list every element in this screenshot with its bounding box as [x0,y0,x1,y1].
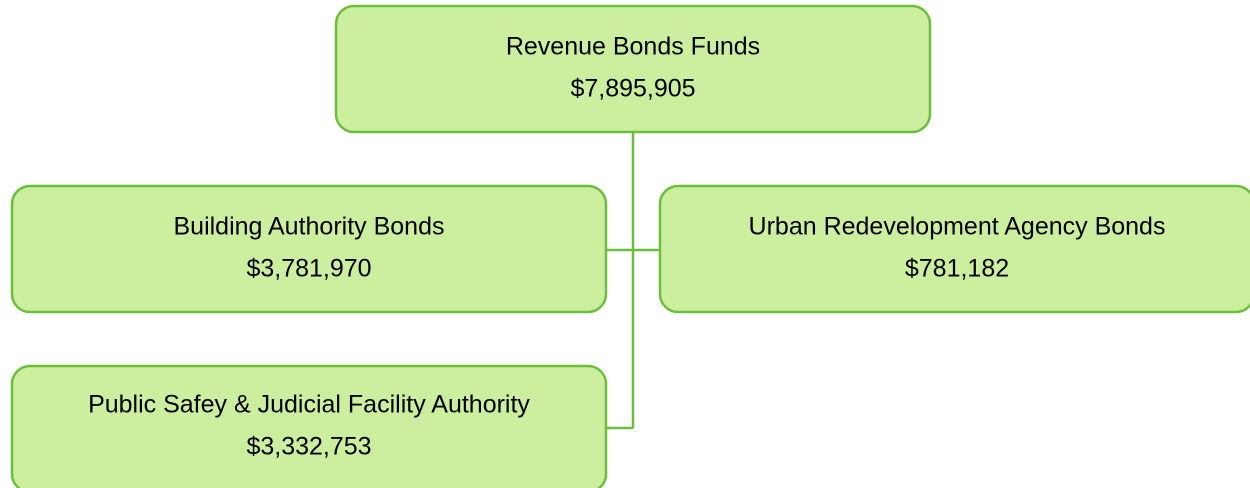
node-label: Public Safey & Judicial Facility Authori… [88,391,530,419]
node-label: Urban Redevelopment Agency Bonds [749,213,1166,241]
node-box [334,4,932,134]
node-box [10,184,608,314]
node-amount: $3,332,753 [246,433,371,461]
node-box [658,184,1250,314]
node-amount: $3,781,970 [246,255,371,283]
node-amount: $7,895,905 [570,75,695,103]
node-label: Revenue Bonds Funds [506,33,760,61]
node-amount: $781,182 [905,255,1009,283]
node-label: Building Authority Bonds [173,213,444,241]
node-box [10,364,608,488]
